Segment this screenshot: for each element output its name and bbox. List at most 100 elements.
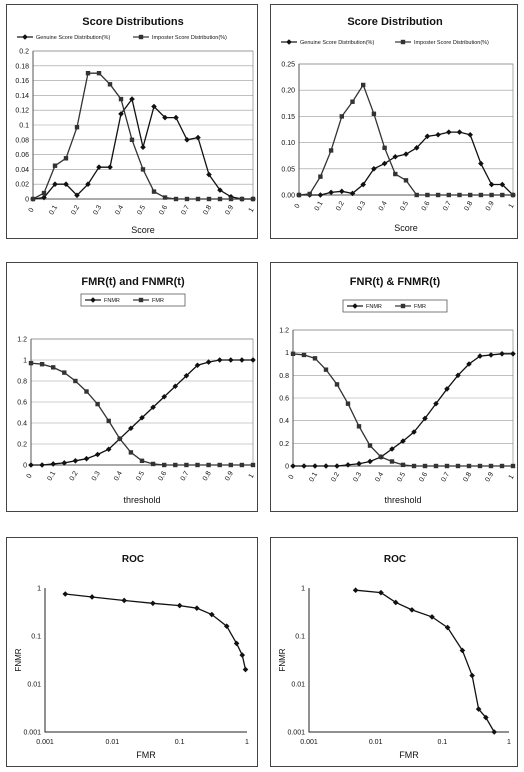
axis-lines	[308, 588, 509, 733]
data-point	[62, 591, 69, 597]
data-point	[85, 71, 91, 76]
chart-title: Score Distribution	[347, 16, 443, 28]
data-point	[150, 600, 156, 607]
x-tick-label: 0.1	[46, 470, 57, 482]
chart-panel-roc-right: ROC 0.001 0.01 0.1 1 0.001 0.01 0.1 1 FMR FNMR	[270, 537, 518, 767]
x-axis-label: FMR	[136, 750, 156, 760]
y-tick-label: 0.2	[19, 49, 29, 56]
legend-label: Genuine Score Distribution(%)	[36, 35, 110, 41]
x-tick-label: 0.5	[135, 470, 146, 482]
data-point	[239, 196, 245, 202]
data-point	[312, 356, 318, 361]
data-point	[510, 351, 516, 357]
data-point	[195, 462, 200, 468]
data-point	[128, 450, 134, 455]
data-point	[318, 174, 323, 179]
legend-swatch-marker	[400, 39, 406, 45]
legend-swatch-marker	[138, 34, 144, 40]
data-point	[173, 196, 179, 202]
y-tick-label: 0.06	[15, 152, 29, 159]
x-tick-label: 0.4	[374, 471, 385, 483]
series-1	[28, 360, 256, 468]
x-tick-label: 0.8	[463, 200, 474, 212]
chart-panel-fmr-and-fnmr: FMR(t) and FNMR(t) 0 0.2 0.4 0.6 0.8 1 1.2 0 0.1 0…	[6, 262, 258, 512]
data-point	[162, 195, 168, 200]
x-tick-label: 0.7	[442, 200, 453, 212]
x-tick-label: 0.4	[113, 470, 124, 482]
data-point	[488, 352, 494, 358]
data-point	[349, 190, 356, 197]
data-point	[424, 133, 431, 140]
data-point	[184, 137, 190, 143]
plot-frame	[298, 63, 514, 196]
data-point	[85, 181, 91, 187]
chart-panel-fnr-and-fnmr: FNR(t) & FNMR(t) 0 0.2 0.4 0.6 0.8 1 1.2 0 0.1 0.2…	[270, 262, 518, 512]
data-point	[28, 462, 34, 468]
data-point	[195, 134, 201, 141]
x-tick-label: 0.01	[106, 739, 120, 746]
data-point	[491, 729, 498, 735]
data-point	[250, 462, 256, 468]
data-point	[228, 196, 234, 202]
x-tick-label: 0.8	[202, 470, 213, 482]
data-point	[84, 389, 89, 394]
x-tick-label: 1	[508, 203, 516, 210]
data-point	[228, 462, 233, 468]
y-tick-label: 0.8	[279, 373, 289, 380]
data-point	[409, 607, 415, 613]
data-point	[352, 587, 359, 593]
data-point	[206, 462, 211, 468]
data-point	[422, 463, 428, 469]
x-tick-label: 1	[248, 473, 256, 480]
x-tick-label: 0	[288, 474, 296, 481]
y-tick-label: 1	[23, 358, 27, 365]
legend: Genuine Score Distribution(%) Imposter Sc…	[281, 39, 489, 46]
data-point	[400, 462, 406, 468]
y-tick-label: 1	[285, 350, 289, 357]
legend-swatch-marker	[90, 297, 96, 303]
plot-frame	[30, 338, 254, 466]
chart-title: ROC	[384, 554, 406, 565]
axis-lines	[298, 64, 513, 196]
data-point	[345, 462, 351, 468]
data-point	[444, 463, 450, 469]
data-point	[39, 362, 45, 367]
data-point	[403, 178, 409, 183]
x-tick-label: 0.1	[48, 204, 59, 216]
x-tick-label: 0.7	[180, 470, 191, 482]
plot-frame	[32, 50, 254, 200]
data-point	[83, 455, 90, 462]
x-tick-label: 0.4	[114, 204, 125, 216]
y-tick-label: 0.25	[281, 62, 295, 69]
y-tick-label: 0.1	[31, 634, 41, 641]
y-tick-label: 0	[25, 197, 29, 204]
series-line	[32, 72, 253, 200]
data-point	[239, 652, 246, 658]
data-point	[162, 114, 168, 121]
y-tick-label: 0.16	[15, 78, 29, 85]
data-point	[500, 192, 505, 198]
data-point	[403, 151, 409, 157]
data-point	[382, 145, 387, 151]
data-point	[74, 125, 80, 130]
chart-panel-score-distribution: Score Distribution 0.00 0.05 0.10 0.15 0.20 0.…	[270, 4, 518, 239]
series-1	[30, 71, 256, 202]
data-point	[96, 71, 102, 76]
data-point	[162, 462, 167, 468]
data-point	[206, 171, 212, 178]
data-point	[73, 378, 78, 384]
data-point	[389, 459, 395, 464]
legend-label: FMR	[414, 304, 426, 310]
y-tick-label: 0.1	[19, 123, 29, 130]
x-tick-label: 0.9	[224, 204, 235, 216]
x-tick-label: 0.001	[36, 739, 54, 746]
data-point	[150, 461, 156, 467]
data-point	[328, 189, 334, 196]
data-point	[208, 611, 215, 618]
data-point	[360, 181, 366, 188]
data-point	[106, 418, 111, 424]
data-point	[239, 357, 245, 363]
x-tick-label: 0.8	[462, 471, 473, 483]
data-point	[414, 192, 419, 198]
legend: FNMR FMR	[342, 299, 448, 313]
